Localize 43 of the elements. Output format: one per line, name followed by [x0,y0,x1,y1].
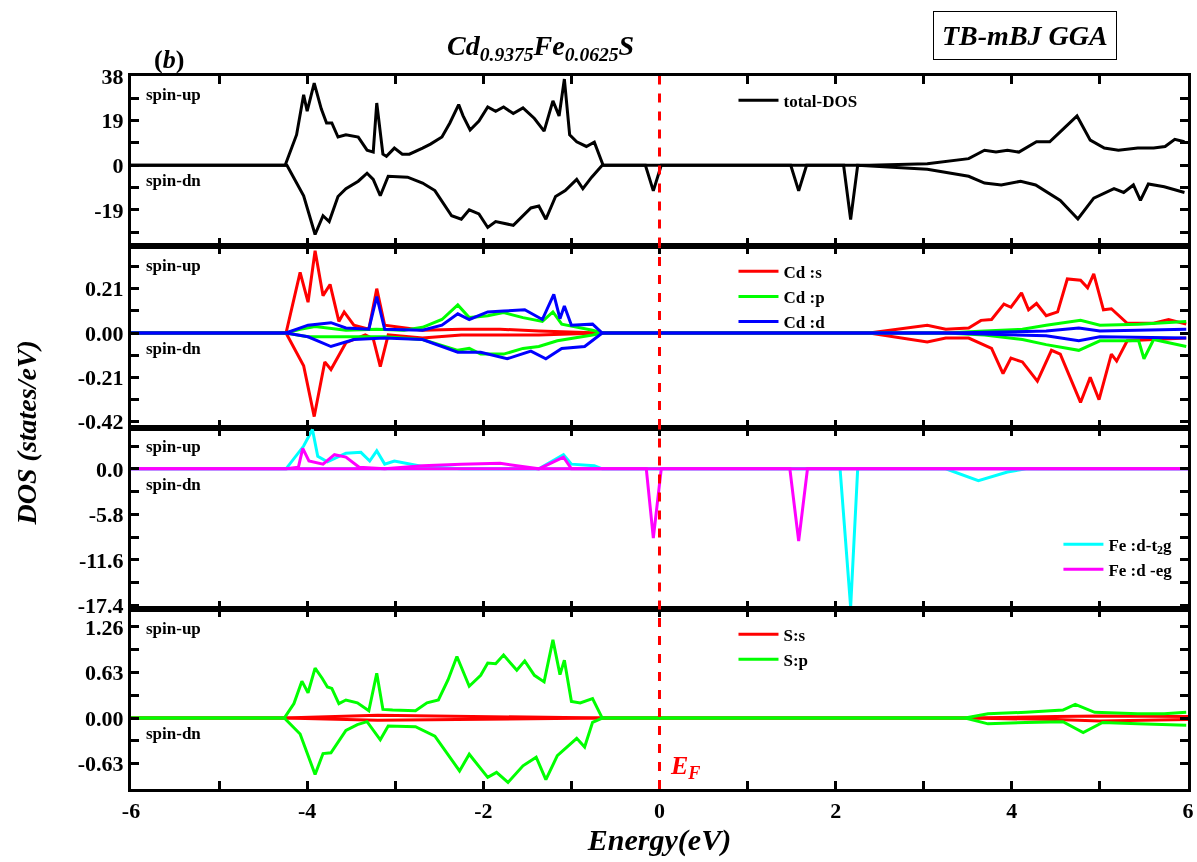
text: TB-mBJ GGA [942,20,1108,51]
annotation: spin-dn [146,475,202,494]
text: (b) [154,45,185,74]
legend-label: Cd :p [783,288,825,308]
legend-label: S:p [783,650,809,670]
x-axis-title: Energy(eV) [586,823,732,858]
y-tick-label: 0.21 [85,276,124,302]
y-tick-label: -0.42 [77,409,124,435]
ref-line-label: E$_{F}$ [670,751,701,784]
legend-label: Fe :d -eg [1108,561,1173,580]
y-tick-label: 0 [112,152,124,178]
y-tick-label: -0.21 [77,365,124,391]
y-tick-label: -0.63 [77,751,124,777]
x-tick-label: -2 [474,798,493,824]
y-tick-label: 0.63 [85,660,124,686]
y-tick-label: 0.00 [85,320,124,346]
annotation: spin-dn [146,339,202,358]
x-tick-label: 2 [830,798,842,824]
y-tick-label: 0.00 [85,705,124,731]
annotation: spin-up [146,85,201,104]
y-tick-label: -5.8 [88,502,124,528]
x-tick-label: 4 [1006,798,1018,824]
annotation: spin-up [146,437,201,456]
y-tick-label: 19 [101,108,124,134]
legend-label: Fe :d-t$_{2}$g [1108,535,1173,558]
y-tick-label: 38 [101,63,124,89]
y-tick-label: -19 [94,197,124,223]
y-tick-label: -11.6 [78,547,124,573]
x-tick-label: 6 [1182,798,1194,824]
y-tick-label: 0.0 [96,456,124,482]
annotation: spin-up [146,256,201,275]
legend-label: Cd :s [783,262,823,282]
chart-title: Cd$_{0.9375}$Fe$_{0.0625}$S [447,30,635,65]
legend-label: Cd :d [783,313,826,333]
x-tick-label: 0 [654,798,665,824]
annotation: spin-dn [146,171,202,190]
x-tick-label: -6 [121,798,141,824]
x-tick-label: -4 [298,798,317,824]
legend-label: S:s [783,625,806,645]
annotation: spin-up [146,619,201,638]
annotation: spin-dn [146,724,202,743]
legend-label: total-DOS [783,92,858,111]
y-axis-title: DOS (states/eV) [11,340,43,526]
